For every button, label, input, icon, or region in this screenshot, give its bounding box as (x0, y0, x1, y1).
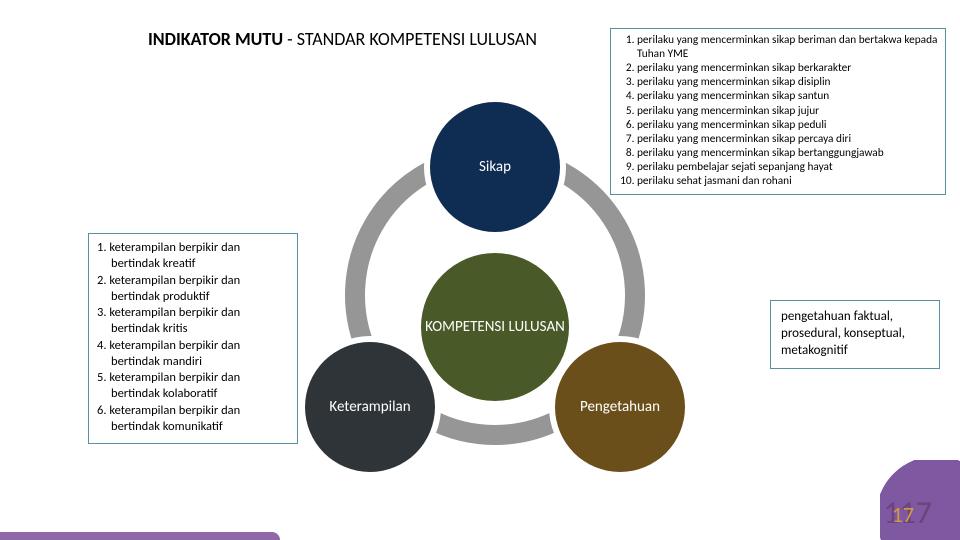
sikap-item: perilaku yang mencerminkan sikap berkara… (637, 61, 939, 75)
sikap-item: perilaku yang mencerminkan sikap beriman… (637, 33, 939, 61)
page-title: INDIKATOR MUTU - STANDAR KOMPETENSI LULU… (148, 28, 537, 50)
node-kompetensi-lulusan: KOMPETENSI LULUSAN (421, 253, 569, 401)
page-number-large: 117 17 (883, 493, 932, 532)
page-number-small: 17 (892, 501, 914, 528)
node-sikap: Sikap (430, 102, 560, 232)
keterampilan-item: 3. keterampilan berpikir dan bertindak k… (97, 305, 289, 338)
keterampilan-item: 1. keterampilan berpikir dan bertindak k… (97, 240, 289, 273)
keterampilan-list: 1. keterampilan berpikir dan bertindak k… (97, 240, 289, 435)
keterampilan-item: 4. keterampilan berpikir dan bertindak m… (97, 338, 289, 371)
node-pengetahuan: Pengetahuan (555, 342, 685, 472)
keterampilan-item: 5. keterampilan berpikir dan bertindak k… (97, 370, 289, 403)
pengetahuan-text: pengetahuan faktual, prosedural, konsept… (781, 309, 905, 358)
footer-bar (0, 532, 280, 540)
page: INDIKATOR MUTU - STANDAR KOMPETENSI LULU… (0, 0, 960, 540)
keterampilan-item: 2. keterampilan berpikir dan bertindak p… (97, 273, 289, 306)
node-keterampilan: Keterampilan (305, 342, 435, 472)
keterampilan-item: 6. keterampilan berpikir dan bertindak k… (97, 403, 289, 436)
pengetahuan-box: pengetahuan faktual, prosedural, konsept… (770, 300, 940, 369)
title-bold: INDIKATOR MUTU (148, 28, 283, 50)
ring-diagram: Sikap KOMPETENSI LULUSAN Keterampilan Pe… (300, 75, 690, 465)
keterampilan-list-box: 1. keterampilan berpikir dan bertindak k… (88, 233, 298, 444)
title-rest: - STANDAR KOMPETENSI LULUSAN (283, 28, 537, 50)
